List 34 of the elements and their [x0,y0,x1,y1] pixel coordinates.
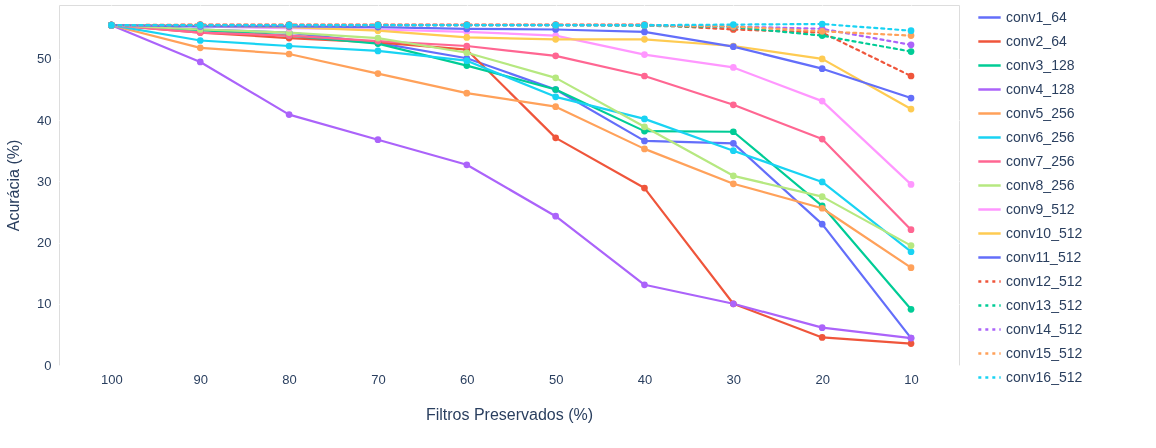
x-tick-label: 70 [371,371,386,387]
x-tick-label: 20 [815,371,830,387]
legend-label: conv10_512 [1006,224,1083,241]
x-tick-label: 90 [193,371,208,387]
legend-label: conv11_512 [1006,248,1082,265]
legend-label: conv15_512 [1006,344,1083,361]
legend-label: conv6_256 [1006,128,1075,145]
x-axis-title: Filtros Preservados (%) [425,405,594,423]
x-tick-label: 40 [637,371,653,387]
y-tick-label: 50 [37,51,52,67]
legend-label: conv13_512 [1006,296,1083,313]
x-tick-label: 60 [460,371,475,387]
x-tick-label: 80 [282,371,297,387]
legend-label: conv4_128 [1006,80,1075,97]
x-tick-label: 10 [904,371,919,387]
x-tick-label: 50 [548,371,564,387]
y-tick-label: 20 [37,235,52,251]
legend-label: conv12_512 [1006,272,1083,289]
legend-label: conv2_64 [1006,32,1067,49]
y-tick-label: 40 [37,112,52,128]
legend-label: conv14_512 [1006,320,1083,337]
y-axis-title: Acurácia (%) [5,139,23,232]
legend-label: conv7_256 [1006,152,1075,169]
legend-label: conv16_512 [1006,368,1083,385]
legend-label: conv9_512 [1006,200,1075,217]
legend-label: conv3_128 [1006,56,1075,73]
y-tick-label: 10 [37,296,52,312]
legend-label: conv1_64 [1006,8,1067,25]
legend-label: conv8_256 [1006,176,1075,193]
x-tick-label: 30 [726,371,742,387]
x-tick-label: 100 [101,371,123,387]
y-tick-label: 0 [44,357,52,373]
legend-label: conv5_256 [1006,104,1075,121]
y-tick-label: 30 [37,173,52,189]
